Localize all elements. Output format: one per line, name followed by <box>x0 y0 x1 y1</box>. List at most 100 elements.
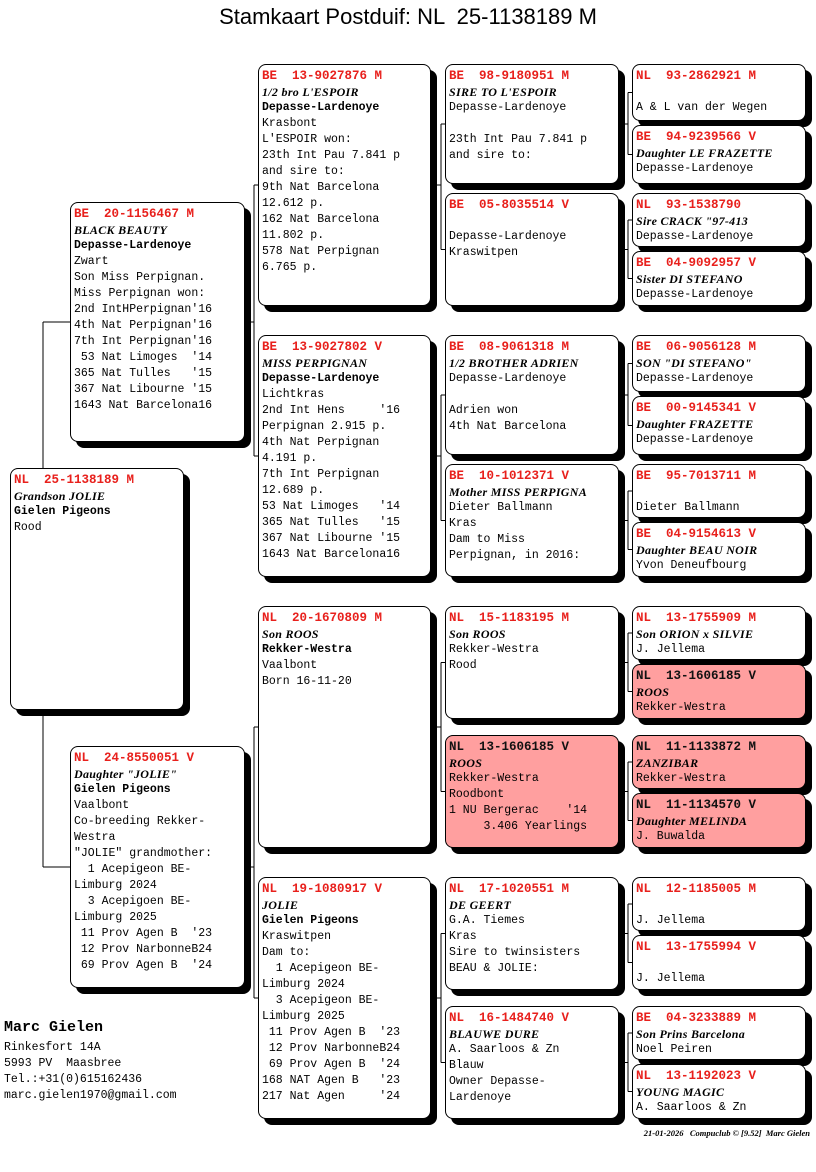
info-line: 1643 Nat Barcelona16 <box>74 399 213 412</box>
pigeon-card[interactable]: BE 04-9092957 V Sister DI STEFANO Depasse-… <box>632 251 806 306</box>
pigeon-card[interactable]: NL 13-1606185 V ROOS Rekker-Westra Roodbont… <box>445 735 619 848</box>
info-line: 2nd IntHPerpignan'16 <box>74 303 213 316</box>
ring-number: NL 19-1080917 V <box>262 882 383 896</box>
info-line: Son Miss Perpignan. <box>74 271 206 284</box>
pigeon-name: Daughter MELINDA <box>636 814 748 828</box>
breeder-name: Gielen Pigeons <box>262 914 359 927</box>
info-line: Zwart <box>74 255 109 268</box>
info-line: 11.802 p. <box>262 229 325 242</box>
pigeon-card[interactable]: BE 98-9180951 M SIRE TO L'ESPOIR Depasse-L… <box>445 64 619 184</box>
pigeon-card[interactable]: NL 13-1606185 V ROOS Rekker-Westra <box>632 664 806 719</box>
breeder-name: Depasse-Lardenoye <box>449 101 567 114</box>
pigeon-name: Sire CRACK "97-413 <box>636 214 749 228</box>
footer-credit: 21-01-2026 Compuclub © [9.52] Marc Giele… <box>643 1128 810 1138</box>
info-line: Kras <box>449 930 477 943</box>
pigeon-card[interactable]: NL 11-1133872 M ZANZIBAR Rekker-Westra <box>632 735 806 789</box>
owner-city: 5993 PV Maasbree <box>4 1057 122 1070</box>
ring-number: NL 13-1606185 V <box>449 740 570 754</box>
info-line: Kraswitpen <box>449 246 519 259</box>
ring-number: NL 13-1606185 V <box>636 669 757 683</box>
pigeon-name: BLAUWE DURE <box>449 1027 540 1041</box>
pigeon-card[interactable]: BE 04-9154613 V Daughter BEAU NOIR Yvon De… <box>632 522 806 577</box>
pigeon-card[interactable]: BE 95-7013711 M Dieter Ballmann <box>632 464 806 518</box>
info-line: 365 Nat Tulles '15 <box>74 367 213 380</box>
ring-number: BE 20-1156467 M <box>74 207 195 221</box>
pigeon-card[interactable]: BE 10-1012371 V Mother MISS PERPIGNA Diete… <box>445 464 619 577</box>
info-line: 12.612 p. <box>262 197 325 210</box>
owner-email: marc.gielen1970@gmail.com <box>4 1089 177 1102</box>
pigeon-card[interactable]: BE 08-9061318 M 1/2 BROTHER ADRIEN Depasse… <box>445 335 619 455</box>
pigeon-name: Daughter BEAU NOIR <box>636 543 758 557</box>
info-line: Kraswitpen <box>262 930 332 943</box>
info-line <box>449 116 615 132</box>
info-line: Lichtkras <box>262 388 325 401</box>
ring-number: NL 17-1020551 M <box>449 882 570 896</box>
breeder-name: Depasse-Lardenoye <box>74 239 192 252</box>
ring-number: BE 00-9145341 V <box>636 401 757 415</box>
pigeon-card[interactable]: BE 05-8035514 V Depasse-Lardenoye Kraswitp… <box>445 193 619 306</box>
pigeon-card[interactable]: BE 06-9056128 M SON "DI STEFANO" Depasse-L… <box>632 335 806 392</box>
pigeon-card[interactable]: BE 20-1156467 M BLACK BEAUTY Depasse-Larde… <box>70 202 245 442</box>
pigeon-name: Mother MISS PERPIGNA <box>449 485 588 499</box>
pigeon-card[interactable]: NL 17-1020551 M DE GEERT G.A. Tiemes Kras Si… <box>445 877 619 990</box>
breeder-name: Dieter Ballmann <box>636 501 740 514</box>
pigeon-card[interactable]: NL 93-2862921 M A & L van der Wegen <box>632 64 806 121</box>
pigeon-card[interactable]: NL 25-1138189 M Grandson JOLIE Gielen Pige… <box>10 468 184 710</box>
info-line: 2nd Int Hens '16 <box>262 404 401 417</box>
pigeon-name <box>636 84 802 100</box>
info-line: 3.406 Yearlings <box>449 820 588 833</box>
pigeon-name <box>449 213 615 229</box>
ring-number: BE 13-9027802 V <box>262 340 383 354</box>
info-line: 11 Prov Agen B '23 <box>74 927 213 940</box>
pigeon-card[interactable]: NL 12-1185005 M J. Jellema <box>632 877 806 931</box>
pigeon-card[interactable]: BE 00-9145341 V Daughter FRAZETTE Depasse-… <box>632 396 806 455</box>
breeder-name: Rekker-Westra <box>262 643 352 656</box>
ring-number: NL 11-1134570 V <box>636 798 757 812</box>
info-line: Limburg 2024 <box>74 879 157 892</box>
info-line: Perpignan, in 2016: <box>449 549 581 562</box>
pigeon-card[interactable]: NL 11-1134570 V Daughter MELINDA J. Buwald… <box>632 793 806 848</box>
pigeon-name: Daughter "JOLIE" <box>74 767 178 781</box>
info-line: 12 Prov NarbonneB24 <box>74 943 213 956</box>
breeder-name: G.A. Tiemes <box>449 914 525 927</box>
pigeon-card[interactable]: NL 15-1183195 M Son ROOS Rekker-Westra Rood <box>445 606 619 719</box>
pigeon-card[interactable]: NL 13-1192023 V YOUNG MAGIC A. Saarloos & … <box>632 1064 806 1119</box>
pigeon-card[interactable]: NL 93-1538790 Sire CRACK "97-413 Depasse-L… <box>632 193 806 247</box>
info-line: Roodbont <box>449 788 505 801</box>
page-title: Stamkaart Postduif: NL 25-1138189 M <box>219 4 597 29</box>
info-line: BEAU & JOLIE: <box>449 962 539 975</box>
ring-number: BE 04-9092957 V <box>636 256 757 270</box>
ring-number: BE 06-9056128 M <box>636 340 757 354</box>
pigeon-card[interactable]: NL 24-8550051 V Daughter "JOLIE" Gielen Pi… <box>70 746 245 988</box>
info-line: 4th Nat Perpignan'16 <box>74 319 213 332</box>
ring-number: BE 08-9061318 M <box>449 340 570 354</box>
info-line: 6.765 p. <box>262 261 318 274</box>
breeder-name: Gielen Pigeons <box>74 783 171 796</box>
info-line: Rood <box>14 521 42 534</box>
info-line: 578 Nat Perpignan <box>262 245 380 258</box>
pigeon-card[interactable]: NL 16-1484740 V BLAUWE DURE A. Saarloos & … <box>445 1006 619 1119</box>
ring-number: NL 20-1670809 M <box>262 611 383 625</box>
breeder-name: Noel Peiren <box>636 1043 712 1056</box>
pigeon-card[interactable]: BE 04-3233889 M Son Prins Barcelona Noel P… <box>632 1006 806 1060</box>
pigeon-card[interactable]: NL 13-1755909 M Son ORION x SILVIE J. Jell… <box>632 606 806 660</box>
ring-number: NL 16-1484740 V <box>449 1011 570 1025</box>
info-line: Kras <box>449 517 477 530</box>
pigeon-card[interactable]: NL 20-1670809 M Son ROOS Rekker-Westra Vaal… <box>258 606 431 848</box>
pigeon-card[interactable]: BE 13-9027876 M 1/2 bro L'ESPOIR Depasse-L… <box>258 64 431 306</box>
ring-number: NL 13-1755994 V <box>636 940 757 954</box>
pigeon-name <box>636 897 802 913</box>
info-line: Adrien won <box>449 404 519 417</box>
ring-number: NL 93-2862921 M <box>636 69 757 83</box>
pigeon-card[interactable]: BE 94-9239566 V Daughter LE FRAZETTE Depas… <box>632 125 806 184</box>
breeder-name: Depasse-Lardenoye <box>636 288 754 301</box>
pigeon-card[interactable]: NL 13-1755994 V J. Jellema <box>632 935 806 990</box>
info-line: 12.689 p. <box>262 484 325 497</box>
pigeon-card[interactable]: NL 19-1080917 V JOLIE Gielen Pigeons Kraswi… <box>258 877 431 1119</box>
info-line: 12 Prov NarbonneB24 <box>262 1042 401 1055</box>
info-line: Limburg 2025 <box>262 1010 345 1023</box>
pigeon-card[interactable]: BE 13-9027802 V MISS PERPIGNAN Depasse-Lar… <box>258 335 431 577</box>
ring-number: BE 13-9027876 M <box>262 69 383 83</box>
